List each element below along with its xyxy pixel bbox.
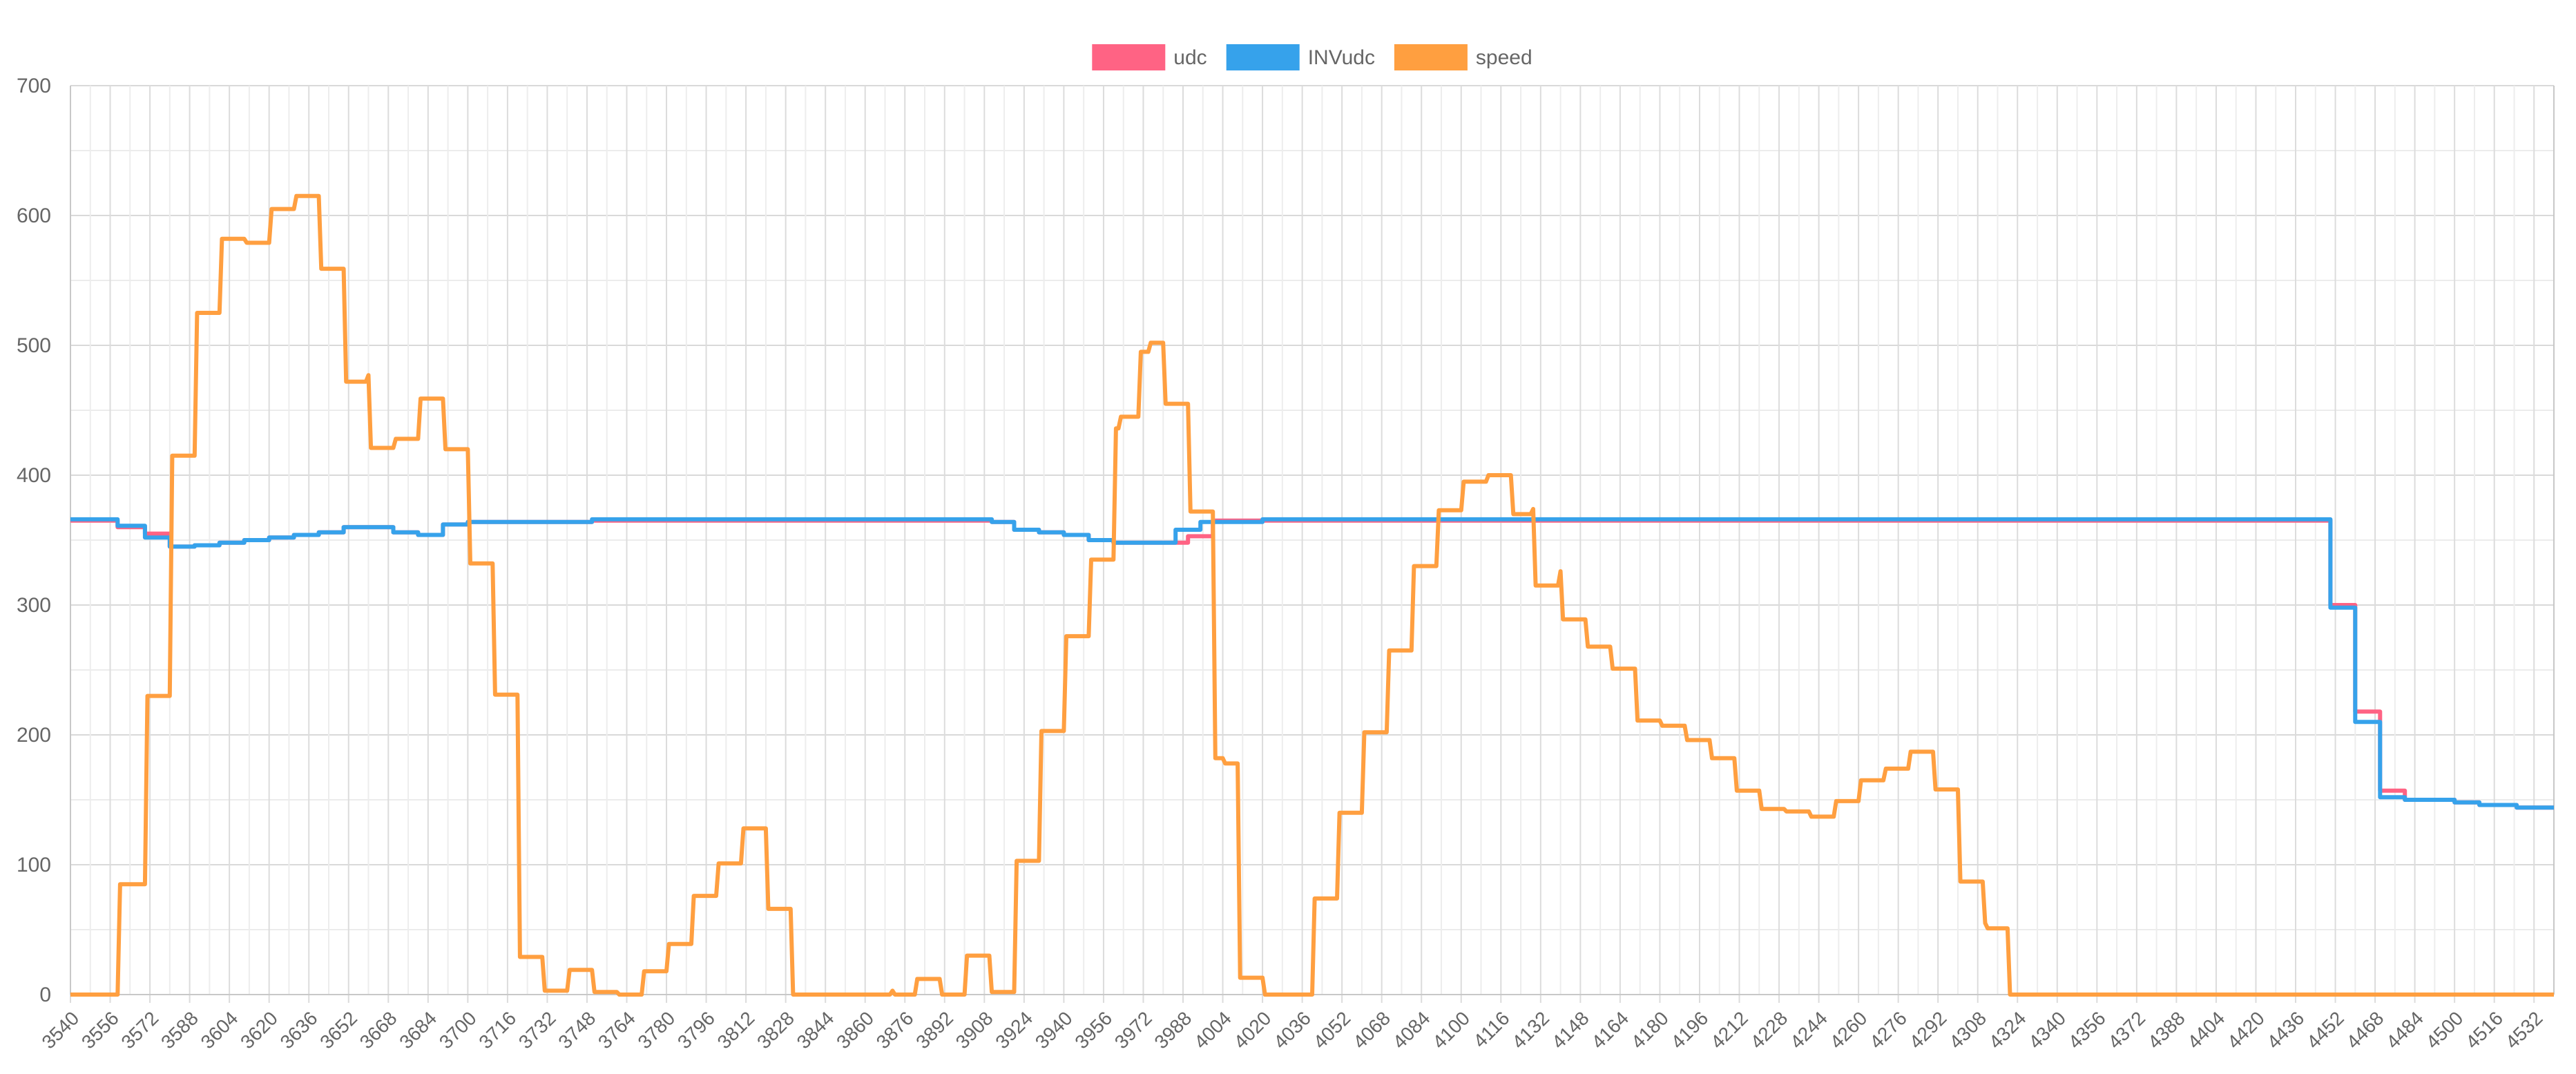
- x-tick-label: 4436: [2262, 1007, 2308, 1053]
- x-tick-label: 4212: [1707, 1007, 1752, 1053]
- x-tick-label: 4388: [2144, 1007, 2189, 1053]
- y-tick-label: 200: [17, 724, 51, 747]
- x-tick-label: 3796: [673, 1007, 719, 1053]
- y-tick-label: 300: [17, 594, 51, 617]
- series-line-speed: [70, 193, 2554, 997]
- y-tick-label: 400: [17, 464, 51, 487]
- legend-item-speed[interactable]: speed: [1394, 44, 1532, 70]
- x-tick-label: 3876: [872, 1007, 918, 1053]
- x-tick-label: 3780: [633, 1007, 679, 1053]
- x-tick-label: 3924: [991, 1007, 1037, 1053]
- axis-layer: 0100200300400500600700354035563572358836…: [17, 75, 2555, 1053]
- x-tick-label: 4356: [2064, 1007, 2110, 1053]
- x-tick-label: 3956: [1070, 1007, 1116, 1053]
- x-tick-label: 3652: [316, 1007, 361, 1053]
- x-tick-label: 4020: [1229, 1007, 1275, 1053]
- legend-swatch: [1394, 44, 1468, 70]
- legend-item-udc[interactable]: udc: [1092, 44, 1207, 70]
- x-tick-label: 3892: [912, 1007, 957, 1053]
- x-tick-label: 3588: [157, 1007, 202, 1053]
- series-layer: [70, 193, 2554, 997]
- x-tick-label: 4244: [1786, 1007, 1832, 1053]
- x-tick-label: 4260: [1826, 1007, 1872, 1053]
- x-tick-label: 4148: [1548, 1007, 1593, 1053]
- x-tick-label: 4196: [1666, 1007, 1712, 1053]
- x-tick-label: 3556: [77, 1007, 123, 1053]
- x-tick-label: 3940: [1031, 1007, 1077, 1053]
- legend-swatch: [1226, 44, 1300, 70]
- x-tick-label: 3636: [276, 1007, 322, 1053]
- legend-item-invudc[interactable]: INVudc: [1226, 44, 1375, 70]
- x-tick-label: 4100: [1428, 1007, 1474, 1053]
- x-tick-label: 4004: [1190, 1007, 1236, 1053]
- x-tick-label: 4228: [1746, 1007, 1791, 1053]
- legend-label: INVudc: [1308, 46, 1375, 69]
- y-tick-label: 0: [39, 984, 51, 1006]
- x-tick-label: 4132: [1508, 1007, 1553, 1053]
- x-tick-label: 4420: [2223, 1007, 2269, 1053]
- x-tick-label: 4308: [1945, 1007, 1990, 1053]
- x-tick-label: 3844: [793, 1007, 838, 1053]
- x-tick-label: 4532: [2501, 1007, 2547, 1053]
- x-tick-label: 4468: [2343, 1007, 2388, 1053]
- x-tick-label: 3540: [37, 1007, 83, 1053]
- x-tick-label: 3972: [1111, 1007, 1156, 1053]
- x-tick-label: 3988: [1150, 1007, 1195, 1053]
- grid-layer: [70, 85, 2555, 1003]
- y-tick-label: 600: [17, 204, 51, 227]
- x-tick-label: 4340: [2024, 1007, 2070, 1053]
- series-line-invudc: [70, 517, 2554, 810]
- x-tick-label: 4404: [2183, 1007, 2229, 1053]
- x-tick-label: 3620: [236, 1007, 282, 1053]
- x-tick-label: 4484: [2382, 1007, 2428, 1053]
- x-tick-label: 4084: [1389, 1007, 1434, 1053]
- x-tick-label: 4324: [1985, 1007, 2030, 1053]
- x-tick-label: 4516: [2461, 1007, 2507, 1053]
- x-tick-label: 4292: [1905, 1007, 1951, 1053]
- legend[interactable]: udc INVudc speed: [1092, 44, 1532, 70]
- x-tick-label: 4036: [1269, 1007, 1315, 1053]
- x-tick-label: 3732: [515, 1007, 560, 1053]
- x-tick-label: 3668: [356, 1007, 401, 1053]
- legend-label: udc: [1173, 46, 1207, 69]
- legend-swatch: [1092, 44, 1166, 70]
- x-tick-label: 3764: [594, 1007, 640, 1053]
- x-tick-label: 4180: [1627, 1007, 1673, 1053]
- x-tick-label: 4276: [1865, 1007, 1911, 1053]
- series-line-udc: [70, 518, 2554, 810]
- x-tick-label: 4500: [2422, 1007, 2468, 1053]
- x-tick-label: 3908: [952, 1007, 997, 1053]
- y-tick-label: 100: [17, 854, 51, 876]
- x-tick-label: 3700: [435, 1007, 481, 1053]
- x-tick-label: 3572: [117, 1007, 162, 1053]
- x-tick-label: 3860: [832, 1007, 878, 1053]
- x-tick-label: 3684: [395, 1007, 441, 1053]
- x-tick-label: 4452: [2303, 1007, 2348, 1053]
- x-tick-label: 3748: [554, 1007, 599, 1053]
- x-tick-label: 3604: [197, 1007, 242, 1053]
- x-tick-label: 3812: [713, 1007, 759, 1053]
- legend-label: speed: [1476, 46, 1532, 69]
- y-tick-label: 700: [17, 75, 51, 97]
- y-tick-label: 500: [17, 334, 51, 357]
- x-tick-label: 3716: [474, 1007, 520, 1053]
- x-tick-label: 4052: [1309, 1007, 1355, 1053]
- x-tick-label: 4372: [2104, 1007, 2149, 1053]
- x-tick-label: 4068: [1349, 1007, 1394, 1053]
- x-tick-label: 3828: [753, 1007, 798, 1053]
- x-tick-label: 4116: [1469, 1007, 1514, 1052]
- x-tick-label: 4164: [1587, 1007, 1633, 1053]
